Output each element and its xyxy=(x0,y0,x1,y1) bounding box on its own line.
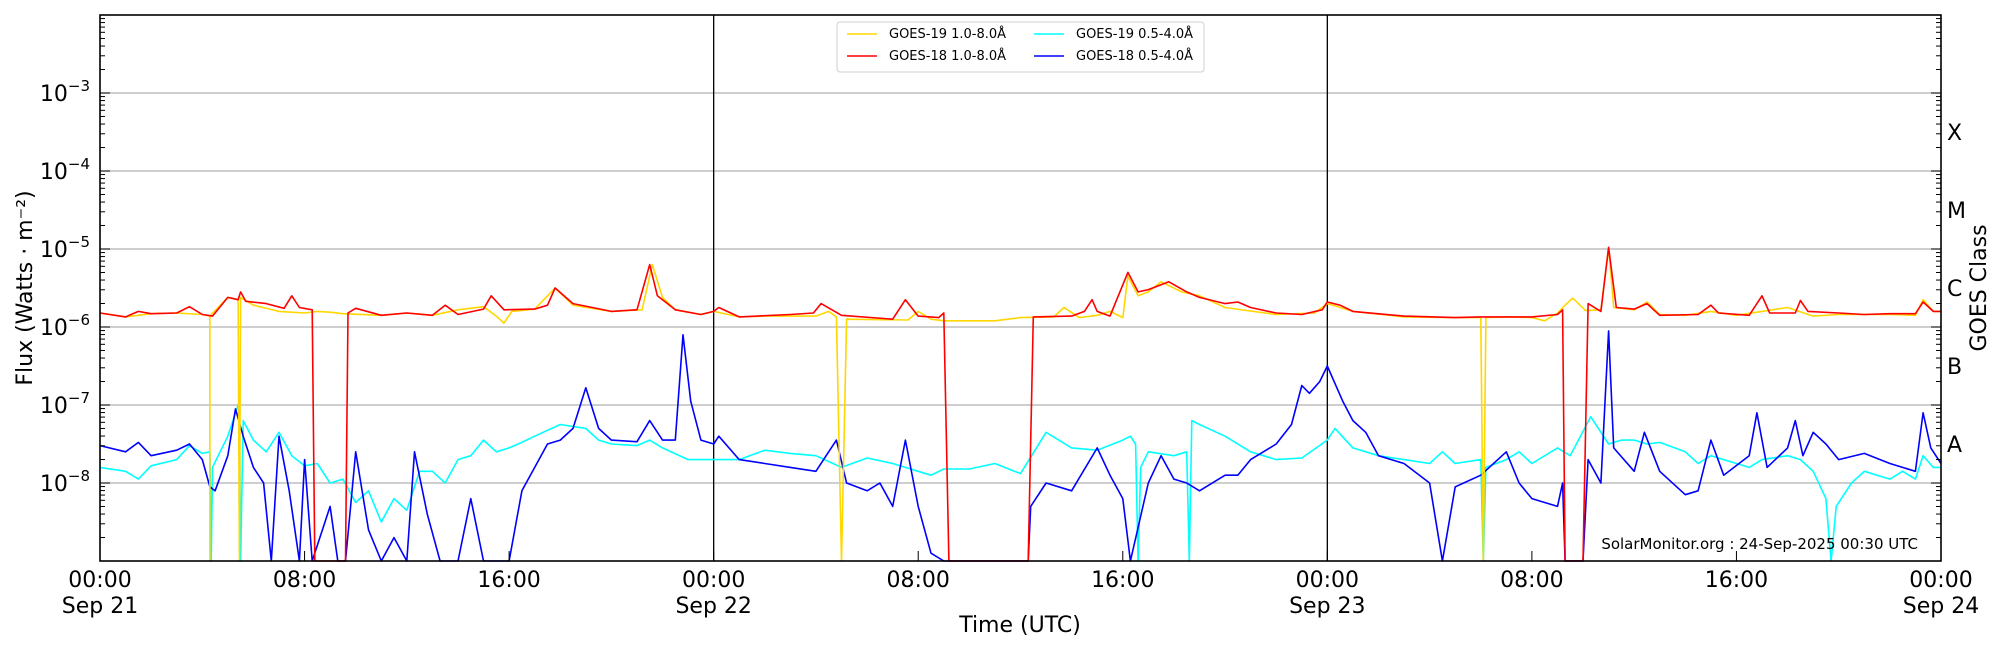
legend-label: GOES-19 1.0-8.0Å xyxy=(889,26,1006,42)
x-tick-time: 16:00 xyxy=(477,568,540,593)
x-tick-time: 08:00 xyxy=(1500,568,1563,593)
goes-class-labels: X M C B A xyxy=(1947,121,1966,458)
series-line xyxy=(99,246,1941,562)
data-series xyxy=(99,246,1942,562)
horizontal-gridlines xyxy=(100,92,1941,484)
x-tick-time: 16:00 xyxy=(1705,568,1768,593)
watermark: SolarMonitor.org : 24-Sep-2025 00:30 UTC xyxy=(1601,535,1918,553)
y-axis-ticks: 10−3 10−4 10−5 10−6 10−7 10−8 xyxy=(40,18,1941,562)
x-tick-date: Sep 23 xyxy=(1289,594,1365,619)
y-axis-label: Flux (Watts · m⁻²) xyxy=(13,190,38,385)
series-line xyxy=(99,330,1942,562)
goes-class-label: C xyxy=(1947,277,1962,302)
x-tick-time: 00:00 xyxy=(1296,568,1359,593)
y-tick-label: 10−4 xyxy=(40,155,90,185)
x-tick-time: 00:00 xyxy=(682,568,745,593)
y-tick-label: 10−5 xyxy=(40,233,90,263)
right-axis-label: GOES Class xyxy=(1967,224,1992,351)
day-divider-lines xyxy=(713,15,1328,561)
legend-label: GOES-19 0.5-4.0Å xyxy=(1076,26,1193,42)
x-tick-time: 16:00 xyxy=(1091,568,1154,593)
goes-class-label: A xyxy=(1947,433,1962,458)
x-tick-time: 08:00 xyxy=(273,568,336,593)
goes-class-label: B xyxy=(1947,355,1962,380)
goes-class-label: X xyxy=(1947,121,1962,146)
x-tick-time: 00:00 xyxy=(68,568,131,593)
x-tick-time: 00:00 xyxy=(1909,568,1972,593)
series-line xyxy=(99,400,1941,562)
x-tick-date: Sep 21 xyxy=(62,594,138,619)
y-tick-label: 10−8 xyxy=(40,467,90,497)
series-line xyxy=(99,246,1941,562)
x-tick-date: Sep 24 xyxy=(1903,594,1979,619)
y-tick-label: 10−3 xyxy=(40,77,90,107)
y-tick-label: 10−6 xyxy=(40,311,90,341)
goes-class-label: M xyxy=(1947,199,1966,224)
x-tick-date: Sep 22 xyxy=(675,594,751,619)
plot-frame xyxy=(99,14,1942,562)
legend-label: GOES-18 0.5-4.0Å xyxy=(1076,48,1193,64)
legend-label: GOES-18 1.0-8.0Å xyxy=(889,48,1006,64)
legend: GOES-19 1.0-8.0Å GOES-19 0.5-4.0Å GOES-18 … xyxy=(836,21,1205,73)
legend-box xyxy=(836,21,1205,73)
y-tick-label: 10−7 xyxy=(40,389,90,419)
x-axis-label: Time (UTC) xyxy=(958,613,1081,638)
x-tick-time: 08:00 xyxy=(887,568,950,593)
